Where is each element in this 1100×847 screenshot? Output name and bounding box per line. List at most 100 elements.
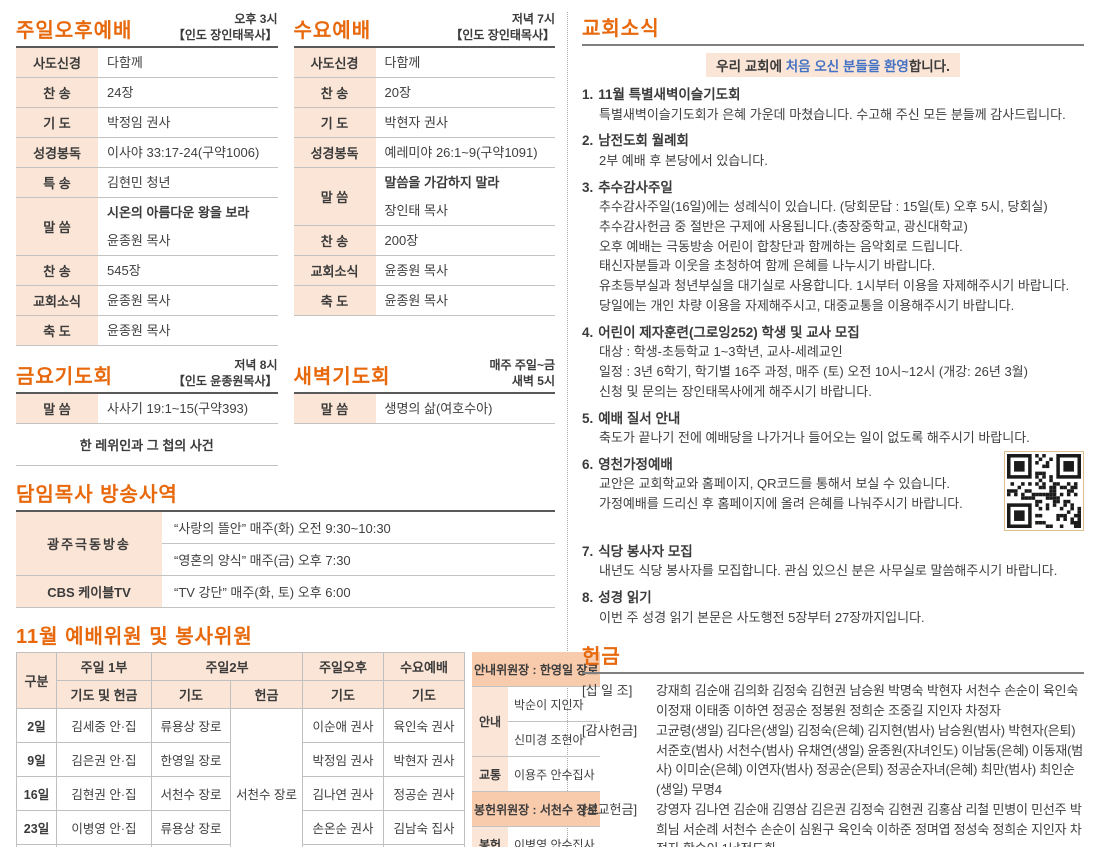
row-label: 기 도	[16, 107, 98, 139]
friday-prayer-title: 금요기도회	[16, 366, 113, 389]
news-item-line: 교안은 교회학교와 홈페이지, QR코드를 통해서 보실 수 있습니다.	[599, 476, 951, 492]
row-label: 사도신경	[293, 47, 376, 79]
usher-role: 안내	[472, 686, 508, 758]
wednesday-service-table: 사도신경 다함께 찬 송 20장 기 도 박현자 권사 성경봉독 예레미야 26:1~9(구약…	[293, 46, 555, 317]
broadcast-title: 담임목사 방송사역	[16, 484, 178, 507]
news-item-title: 7. 식당 봉사자 모집	[582, 542, 1084, 562]
broadcast-channel: 광주극동방송	[16, 511, 162, 577]
usher-table: 안내위원장 : 한영일 장로 안내 박순이 지인자 신미경 조현아 교통 이용주 안수집사…	[472, 652, 601, 847]
committee-title: 11월 예배위원 및 봉사위원	[16, 626, 253, 649]
news-item-number: 5.	[582, 410, 594, 426]
row-line: 박정임 권사	[107, 115, 171, 131]
committee-header-row: 구분 주일 1부 주일2부 주일오후 수요예배	[16, 652, 465, 710]
broadcast-header: 담임목사 방송사역	[16, 478, 555, 507]
cell-day: 16일	[16, 776, 57, 812]
usher-row: 신미경 조현아	[472, 721, 601, 758]
news-item-line: 2부 예배 후 본당에서 있습니다.	[599, 152, 768, 168]
row-line: 장인태 목사	[384, 203, 448, 219]
row-line: 예레미야 26:1~9(구약1091)	[384, 145, 538, 161]
usher-header-row: 봉헌위원장 : 서천수 장로	[472, 791, 601, 828]
news-item-line: 태신자분들과 이웃을 초청하여 함께 은혜를 나누시기 바랍니다.	[599, 258, 936, 274]
sunday-afternoon-service-row: 기 도 박정임 권사	[16, 107, 278, 139]
row-line: 다함께	[384, 55, 421, 71]
news-item-body: 2부 예배 후 본당에서 있습니다.	[582, 151, 1084, 171]
sunday-afternoon-service-schedule: 오후 3시 【인도 장인태목사】	[173, 12, 278, 43]
news-item-2: 2. 남전도회 월례회 2부 예배 후 본당에서 있습니다.	[582, 131, 1084, 170]
wednesday-service-row: 축 도 윤종원 목사	[293, 285, 555, 317]
friday-prayer-table: 말 씀 사사기 19:1~15(구약393) 한 레위인과 그 첩의 사건	[16, 392, 278, 467]
offering-names: 강재희 김순애 김의화 김정숙 김현권 남승원 박명숙 박현자 서천수 손순이 …	[656, 683, 1079, 718]
wednesday-service-row: 성경봉독 예레미야 26:1~9(구약1091)	[293, 137, 555, 169]
subheader-prayer: 기도	[151, 680, 231, 710]
news-item-line: 유초등부실과 청년부실을 대기실로 사용합니다. 1시부터 이용을 자제해주시기…	[599, 278, 1070, 294]
row-value: 이사야 33:17-24(구약1006)	[98, 137, 278, 169]
dawn-prayer-title: 새벽기도회	[293, 366, 391, 389]
news-item-body: 내년도 식당 봉사자를 모집합니다. 관심 있으신 분은 사무실로 말씀해주시기…	[582, 561, 1084, 581]
committee-row: 16일 김현권 안·집 서천수 장로 김나연 권사 정공순 권사	[16, 776, 465, 812]
row-value: 예레미야 26:1~9(구약1091)	[375, 137, 555, 169]
welcome-suffix: 합니다.	[908, 59, 950, 74]
cell-sunday1: 이병영 안·집	[56, 810, 152, 846]
cell-sunday2-prayer: 류용상 장로	[151, 708, 231, 744]
news-item-8: 8. 성경 읽기 이번 주 성경 읽기 본문은 사도행전 5장부터 27장까지입니다…	[582, 588, 1084, 627]
header-sunday1: 주일 1부	[56, 652, 152, 682]
row-label: 말 씀	[16, 393, 98, 425]
row-value: 24장	[98, 77, 278, 109]
right-column: 교회소식 우리 교회에 처음 오신 분들을 환영합니다. 1. 11월 특별새벽이…	[568, 12, 1084, 847]
row-label: 축 도	[16, 315, 98, 347]
row-label: 찬 송	[293, 77, 376, 109]
row-line: 박현자 권사	[384, 115, 448, 131]
news-list: 1. 11월 특별새벽이슬기도회 특별새벽이슬기도회가 은혜 가운데 마쳤습니다. …	[582, 85, 1084, 627]
offering-names: 강영자 김나연 김순애 김영삼 김은권 김정숙 김현권 김홍삼 리철 민병이 민…	[656, 802, 1082, 847]
committee-wrap: 구분 주일 1부 주일2부 주일오후 수요예배 기도 및 헌금 기도 헌금 기도 기도 2일 김세중 …	[16, 652, 601, 847]
wednesday-service-schedule: 저녁 7시 【인도 장인태목사】	[450, 12, 555, 43]
usher-row: 안내 박순이 지인자	[472, 686, 601, 758]
usher-name: 신미경 조현아	[508, 721, 601, 758]
news-item-title-text: 성경 읽기	[598, 590, 652, 606]
row-label: 찬 송	[16, 77, 98, 109]
news-item-line: 축도가 끝나기 전에 예배당을 나가거나 들어오는 일이 없도록 해주시기 바랍…	[599, 430, 1030, 446]
broadcast-program: “TV 강단” 매주(화, 토) 오후 6:00	[162, 575, 555, 609]
news-item-line: 가정예배를 드리신 후 홈페이지에 올려 은혜를 나눠주시기 바랍니다.	[599, 496, 963, 512]
wednesday-service-row: 말 씀 말씀을 가감하지 말라 장인태 목사	[293, 167, 555, 227]
usher-chief-header: 안내위원장 : 한영일 장로	[472, 652, 601, 688]
subheader-prayer: 기도	[302, 680, 384, 710]
sunday-afternoon-service-row: 사도신경 다함께	[16, 47, 278, 79]
news-item-title-text: 예배 질서 안내	[598, 410, 681, 426]
row-line: 말씀을 가감하지 말라	[384, 175, 500, 191]
sunday-afternoon-service-row: 성경봉독 이사야 33:17-24(구약1006)	[16, 137, 278, 169]
row-value: 200장	[375, 225, 555, 257]
row-label: 사도신경	[16, 47, 98, 79]
usher-role: 교통	[472, 756, 508, 793]
news-item-body: 축도가 끝나기 전에 예배당을 나가거나 들어오는 일이 없도록 해주시기 바랍…	[582, 428, 1084, 448]
row-value: 윤종원 목사	[375, 255, 555, 287]
broadcast-row: “영혼의 양식” 매주(금) 오후 7:30	[16, 543, 555, 577]
friday-prayer-extra-row: 한 레위인과 그 첩의 사건	[16, 423, 278, 467]
usher-row: 봉헌 이병영 안수집사	[472, 826, 601, 847]
news-item-line: 오후 예배는 극동방송 어린이 합창단과 함께하는 음악회로 드립니다.	[599, 238, 963, 254]
committee-row: 2일 김세중 안·집 류용상 장로 서천수 장로 이순애 권사 육인숙 권사	[16, 708, 465, 847]
wednesday-service-time: 저녁 7시	[511, 12, 555, 26]
news-item-line: 내년도 식당 봉사자를 모집합니다. 관심 있으신 분은 사무실로 말씀해주시기…	[599, 563, 1058, 579]
offering-chief-header: 봉헌위원장 : 서천수 장로	[472, 791, 601, 828]
news-item-body: 추수감사주일(16일)에는 성례식이 있습니다. (당회문답 : 15일(토) …	[582, 197, 1084, 316]
row-value: 사사기 19:1~15(구약393)	[98, 393, 278, 425]
news-item-4: 4. 어린이 제자훈련(그로잉252) 학생 및 교사 모집 대상 : 학생-초등학…	[582, 323, 1084, 402]
row-value: 윤종원 목사	[375, 285, 555, 317]
news-item-body: 이번 주 성경 읽기 본문은 사도행전 5장부터 27장까지입니다.	[582, 608, 1084, 628]
row-label: 말 씀	[293, 167, 376, 227]
row-label: 교회소식	[293, 255, 376, 287]
row-value: 박정임 권사	[98, 107, 278, 139]
cell-wednesday: 박현자 권사	[383, 742, 465, 778]
left-column: 주일오후예배 오후 3시 【인도 장인태목사】 사도신경 다함께 찬 송 24장 기 도 박정임…	[16, 12, 601, 847]
row-line: 윤종원 목사	[107, 323, 171, 339]
row-value: 김현민 청년	[98, 167, 278, 199]
header-wednesday: 수요예배	[383, 652, 465, 682]
offering-row: [십 일 조] 강재희 김순애 김의화 김정숙 김현권 남승원 박명숙 박현자 서…	[582, 681, 1084, 720]
row-line: 김현민 청년	[107, 175, 171, 191]
row-line: 200장	[384, 233, 419, 249]
